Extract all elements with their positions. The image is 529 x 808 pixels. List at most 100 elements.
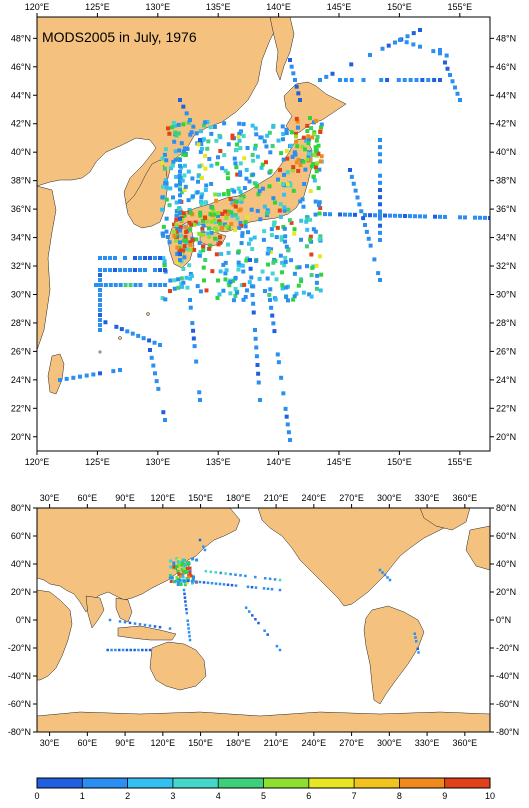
observation-track [224, 572, 227, 575]
observation-cell [191, 577, 195, 581]
observation-cell [177, 245, 182, 250]
observation-cell [215, 295, 220, 300]
observation-track [194, 580, 198, 583]
observation-cell [181, 266, 186, 271]
observation-cell-hot [212, 226, 217, 231]
observation-cell [196, 174, 201, 179]
observation-cell [246, 230, 251, 235]
observation-cell [317, 211, 322, 216]
observation-track [188, 634, 191, 638]
observation-cell [183, 184, 188, 189]
bot-lat-label-right: 20°N [496, 587, 516, 597]
observation-cell [318, 254, 323, 259]
top-lat-label-left: 26°N [11, 346, 31, 356]
observation-track [148, 283, 153, 287]
observation-track [190, 579, 194, 583]
observation-cell [314, 280, 319, 285]
observation-track [279, 375, 284, 380]
observation-cell [168, 278, 173, 283]
observation-track [244, 574, 247, 578]
observation-cell [283, 234, 288, 239]
observation-cell [304, 244, 309, 249]
observation-cell [285, 156, 290, 161]
observation-cell [160, 231, 165, 236]
observation-cell [255, 184, 260, 189]
observation-track [254, 354, 259, 359]
observation-cell [239, 283, 244, 288]
observation-cell [269, 233, 274, 238]
observation-track [411, 31, 416, 36]
observation-cell-hot [234, 200, 239, 205]
observation-cell [161, 184, 166, 189]
observation-track [198, 398, 202, 402]
colorbar-label: 4 [216, 791, 221, 801]
observation-cell [202, 278, 207, 283]
observation-cell [230, 136, 235, 141]
colorbar-segment [37, 778, 83, 788]
land-taiwan [47, 353, 65, 395]
observation-track [383, 213, 387, 218]
observation-cell-hot [174, 223, 179, 228]
observation-track [378, 159, 382, 164]
observation-cell [195, 190, 200, 195]
observation-cell [243, 295, 248, 300]
bot-lat-label-right: -20°N [496, 643, 519, 653]
observation-track [178, 169, 182, 174]
observation-cell-hot [190, 238, 195, 243]
observation-track [270, 587, 274, 591]
observation-track [178, 252, 182, 257]
observation-cell [271, 260, 276, 265]
observation-cell [161, 233, 166, 238]
observation-cell [300, 197, 305, 202]
top-lat-label-left: 44°N [11, 90, 31, 100]
top-lon-label-top: 125°E [85, 2, 110, 12]
observation-cell [173, 149, 178, 154]
observation-cell [199, 163, 204, 168]
observation-cell [200, 192, 205, 197]
top-lon-label-bottom: 125°E [85, 457, 110, 467]
observation-track [138, 623, 142, 626]
top-lat-label-right: 44°N [496, 90, 516, 100]
observation-cell [311, 162, 316, 167]
observation-track [458, 98, 462, 102]
observation-cell [286, 207, 291, 212]
observation-cell [179, 562, 183, 566]
observation-cell-hot [188, 227, 193, 232]
observation-track [178, 193, 182, 198]
observation-track [123, 283, 128, 287]
observation-cell [217, 192, 222, 197]
observation-track [198, 538, 202, 542]
observation-cell [238, 170, 243, 175]
observation-cell [279, 235, 284, 240]
observation-cell [195, 558, 199, 562]
observation-cell [319, 122, 324, 127]
observation-cell-hot [188, 566, 192, 570]
observation-track [426, 78, 431, 82]
observation-track [214, 582, 218, 585]
observation-cell-hot [314, 169, 319, 174]
observation-track [186, 619, 189, 623]
observation-track [143, 623, 147, 627]
bot-lon-label-top: 120°E [151, 493, 176, 503]
observation-track [163, 268, 167, 272]
observation-cell [181, 560, 185, 564]
observation-cell [251, 158, 256, 163]
observation-cell [198, 250, 203, 255]
observation-cell [170, 125, 175, 130]
bot-lat-label-right: 60°N [496, 531, 516, 541]
observation-track [398, 38, 402, 42]
top-lat-label-left: 30°N [11, 289, 31, 299]
observation-track [278, 648, 282, 652]
observation-track [98, 288, 102, 292]
observation-cell-hot [203, 215, 208, 220]
observation-track [64, 376, 69, 381]
observation-cell-hot [209, 219, 214, 224]
observation-cell [173, 157, 178, 162]
observation-cell [315, 134, 320, 139]
observation-track [178, 210, 182, 215]
observation-cell-hot [213, 192, 218, 197]
observation-cell-hot [197, 231, 202, 236]
observation-cell-hot [305, 123, 310, 128]
observation-track [349, 78, 354, 82]
observation-cell [309, 239, 314, 244]
